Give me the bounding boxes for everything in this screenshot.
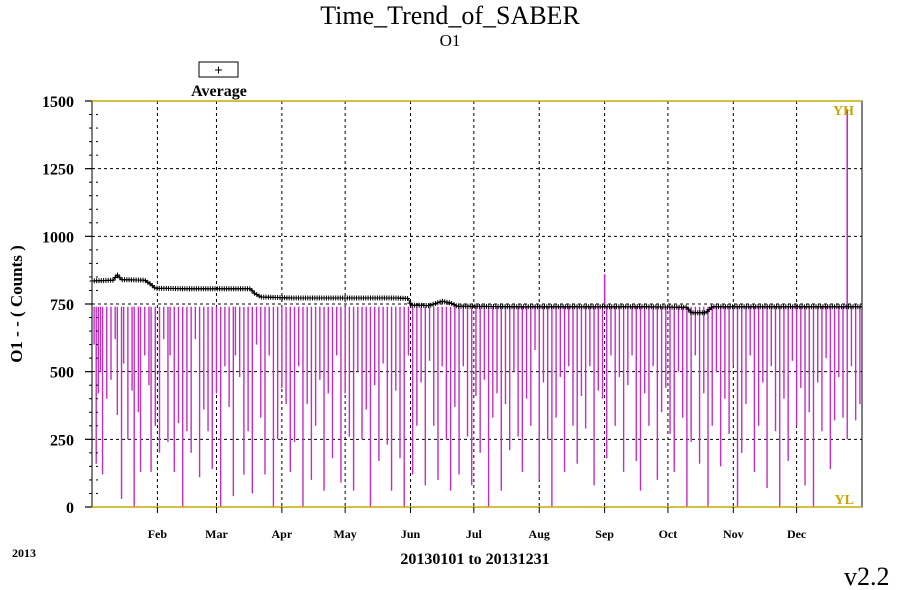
x-axis-label: 20130101 to 20131231 — [400, 551, 549, 568]
y-tick-label: 500 — [50, 365, 74, 382]
average-marker — [437, 299, 443, 305]
average-marker — [405, 296, 411, 301]
o1-spike-series — [93, 109, 861, 507]
y-tick-label: 750 — [50, 297, 74, 314]
legend-label: Average — [191, 83, 247, 100]
average-marker — [249, 288, 255, 294]
average-marker — [152, 285, 158, 291]
chart-subtitle: O1 — [440, 31, 461, 50]
average-marker — [857, 304, 863, 310]
y-tick-label: 1000 — [42, 229, 74, 246]
average-marker — [115, 272, 120, 278]
version-label: v2.2 — [844, 562, 890, 590]
y-tick-label: 0 — [66, 500, 74, 517]
y-tick-label: 250 — [50, 432, 74, 449]
average-marker — [702, 310, 708, 316]
legend-symbol: + — [214, 63, 223, 79]
average-marker — [709, 304, 715, 310]
average-marker — [435, 300, 441, 306]
x-tick-label: Nov — [723, 527, 744, 541]
x-tick-label: Oct — [659, 527, 678, 541]
average-marker — [256, 293, 262, 299]
grid — [92, 101, 862, 507]
limit-label-yh: YH — [833, 104, 854, 119]
y-axis-label: O1 - - ( Counts ) — [7, 245, 26, 363]
limit-label-yl: YL — [835, 493, 854, 508]
average-marker — [428, 302, 434, 308]
x-tick-label: Sep — [595, 527, 614, 541]
average-marker — [110, 277, 116, 283]
x-tick-label: Jul — [466, 527, 483, 541]
average-marker — [432, 301, 438, 306]
average-marker — [446, 300, 452, 306]
x-tick-label: Aug — [529, 527, 550, 541]
x-tick-label: Feb — [148, 527, 168, 541]
average-marker — [430, 301, 436, 307]
legend: + Average — [191, 61, 247, 100]
chart-title: Time_Trend_of_SABER — [320, 1, 580, 30]
y-axis: 0 250 500 750 1000 1250 1500 — [42, 94, 98, 517]
average-marker — [449, 301, 455, 306]
legend-symbol-box — [198, 61, 239, 78]
x-axis: Feb Mar Apr May Jun Jul Aug Sep Oct Nov Dec — [148, 507, 807, 541]
average-marker — [685, 306, 691, 312]
x-tick-label: Jun — [401, 527, 421, 541]
x-tick-label: Apr — [272, 527, 293, 541]
x-tick-label: Dec — [787, 527, 807, 541]
y-tick-label: 1500 — [42, 94, 74, 111]
average-marker — [112, 275, 118, 280]
average-marker — [706, 307, 712, 312]
x-tick-label: Mar — [205, 527, 228, 541]
year-label: 2013 — [12, 546, 36, 560]
x-tick-label: May — [333, 527, 356, 541]
y-tick-label: 1250 — [42, 162, 74, 179]
average-series — [89, 272, 863, 316]
average-marker — [704, 309, 710, 315]
average-marker — [688, 309, 694, 315]
